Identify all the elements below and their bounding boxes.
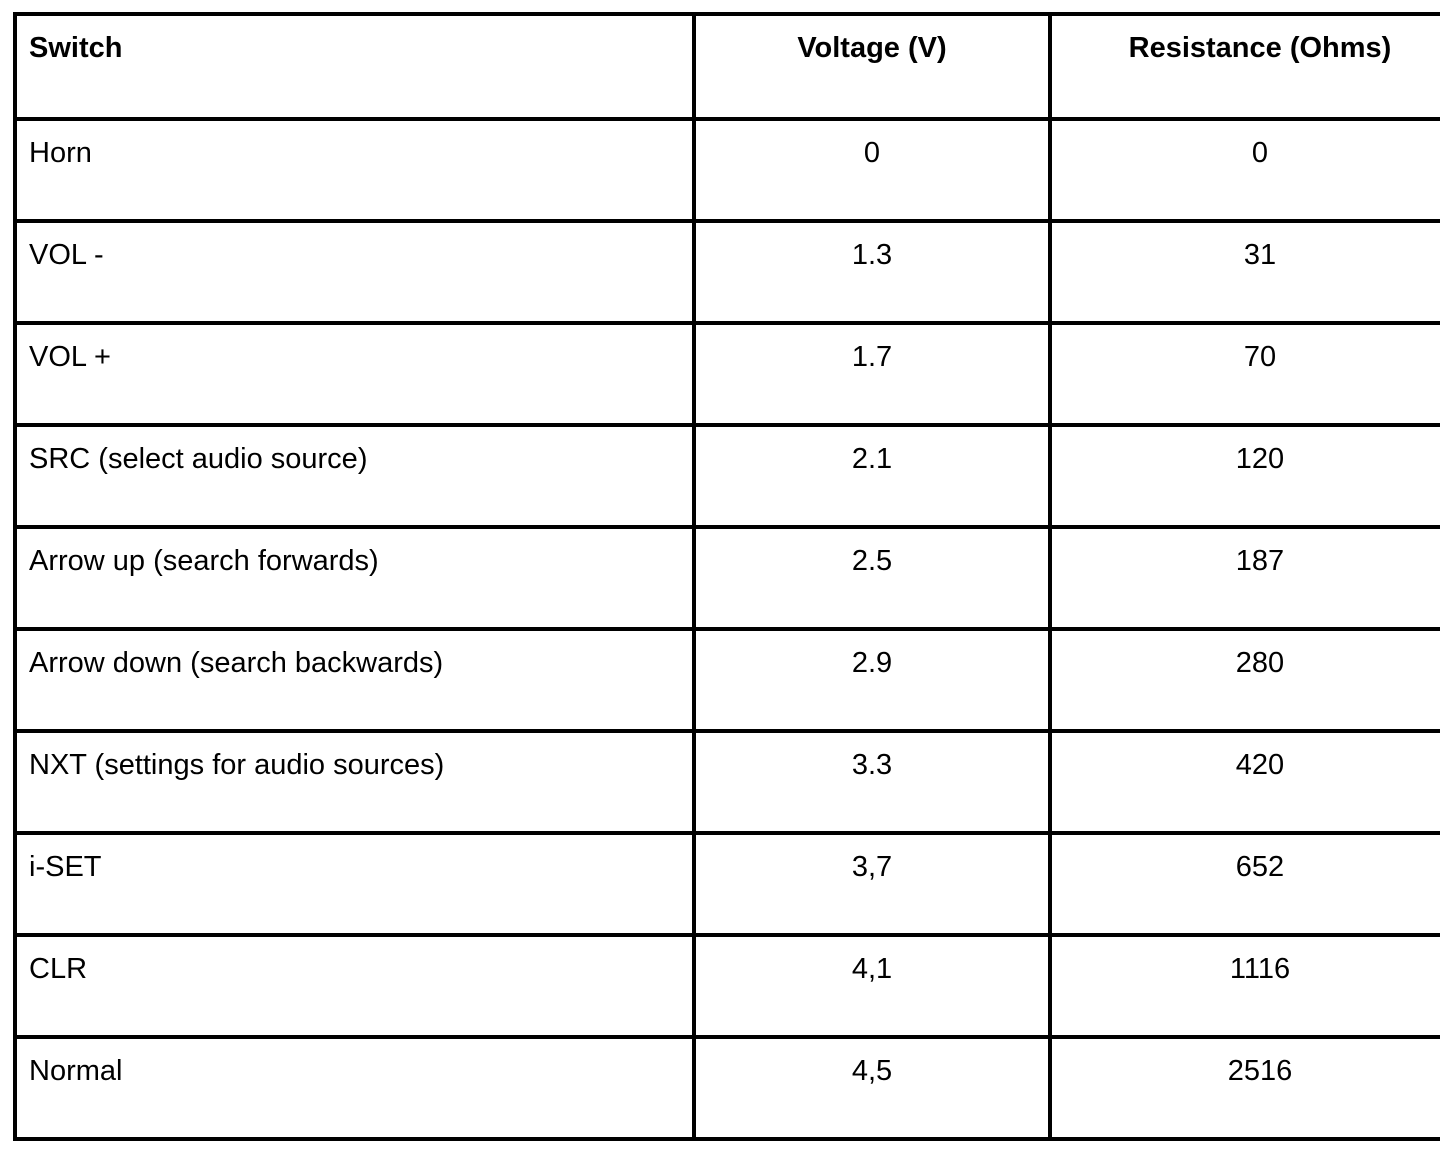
table-row: i-SET 3,7 652 xyxy=(13,831,1440,937)
voltage-cell: 3,7 xyxy=(692,831,1052,937)
switch-voltage-resistance-table: Switch Voltage (V) Resistance (Ohms) Hor… xyxy=(13,12,1440,1141)
voltage-cell: 0 xyxy=(692,117,1052,223)
switch-cell: SRC (select audio source) xyxy=(13,423,696,529)
resistance-cell: 187 xyxy=(1048,525,1440,631)
table-row: Horn 0 0 xyxy=(13,117,1440,223)
switch-cell: Arrow down (search backwards) xyxy=(13,627,696,733)
voltage-cell: 1.7 xyxy=(692,321,1052,427)
resistance-cell: 0 xyxy=(1048,117,1440,223)
resistance-cell: 2516 xyxy=(1048,1035,1440,1141)
resistance-cell: 120 xyxy=(1048,423,1440,529)
resistance-cell: 652 xyxy=(1048,831,1440,937)
switch-cell: Horn xyxy=(13,117,696,223)
table-row: SRC (select audio source) 2.1 120 xyxy=(13,423,1440,529)
voltage-cell: 4,1 xyxy=(692,933,1052,1039)
resistance-cell: 31 xyxy=(1048,219,1440,325)
resistance-cell: 280 xyxy=(1048,627,1440,733)
table-row: VOL + 1.7 70 xyxy=(13,321,1440,427)
switch-cell: Normal xyxy=(13,1035,696,1141)
voltage-cell: 3.3 xyxy=(692,729,1052,835)
resistance-cell: 70 xyxy=(1048,321,1440,427)
table-row: Arrow up (search forwards) 2.5 187 xyxy=(13,525,1440,631)
table-row: CLR 4,1 1116 xyxy=(13,933,1440,1039)
switch-cell: NXT (settings for audio sources) xyxy=(13,729,696,835)
header-row: Switch Voltage (V) Resistance (Ohms) xyxy=(13,12,1440,121)
resistance-cell: 420 xyxy=(1048,729,1440,835)
table-row: NXT (settings for audio sources) 3.3 420 xyxy=(13,729,1440,835)
voltage-cell: 1.3 xyxy=(692,219,1052,325)
table-row: Normal 4,5 2516 xyxy=(13,1035,1440,1141)
column-header-voltage: Voltage (V) xyxy=(692,12,1052,121)
switch-cell: CLR xyxy=(13,933,696,1039)
switch-cell: VOL - xyxy=(13,219,696,325)
table-row: VOL - 1.3 31 xyxy=(13,219,1440,325)
voltage-cell: 4,5 xyxy=(692,1035,1052,1141)
column-header-resistance: Resistance (Ohms) xyxy=(1048,12,1440,121)
voltage-cell: 2.9 xyxy=(692,627,1052,733)
voltage-cell: 2.1 xyxy=(692,423,1052,529)
switch-cell: i-SET xyxy=(13,831,696,937)
voltage-cell: 2.5 xyxy=(692,525,1052,631)
table-row: Arrow down (search backwards) 2.9 280 xyxy=(13,627,1440,733)
switch-cell: VOL + xyxy=(13,321,696,427)
resistance-cell: 1116 xyxy=(1048,933,1440,1039)
switch-cell: Arrow up (search forwards) xyxy=(13,525,696,631)
column-header-switch: Switch xyxy=(13,12,696,121)
